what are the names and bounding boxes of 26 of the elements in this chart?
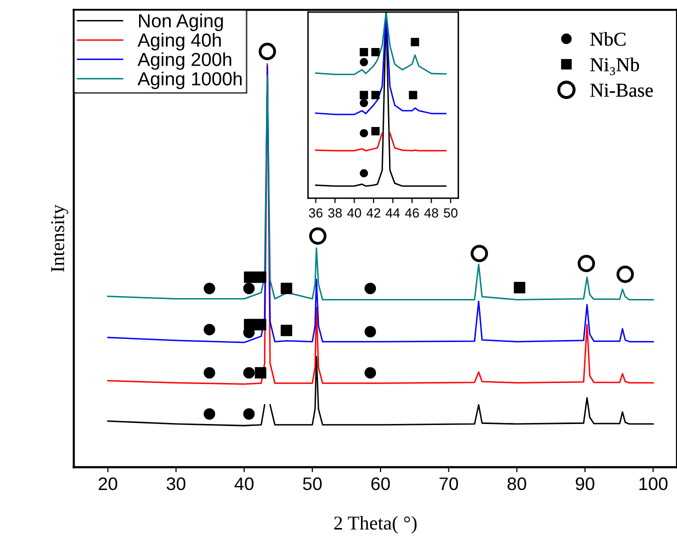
x-tick-label: 80 (508, 477, 526, 490)
x-axis-title: 2 Theta( °) (334, 516, 417, 534)
x-tick-label: 38 (328, 208, 342, 218)
x-tick-label: 30 (166, 477, 186, 490)
x-tick-label: 44 (386, 208, 400, 218)
x-tick-label: 90 (576, 477, 594, 490)
legend-label: Aging 200h (138, 52, 232, 70)
x-tick-label: 70 (440, 477, 458, 490)
x-tick-label: 36 (308, 208, 322, 218)
x-tick-label: 40 (347, 208, 362, 218)
x-tick-label: 46 (405, 208, 419, 218)
x-tick-label: 40 (234, 477, 254, 490)
legend-label: Non Aging (139, 14, 223, 32)
x-tick-label: 20 (98, 477, 118, 490)
x-tick-label: 50 (303, 477, 322, 490)
x-tick-label: 60 (371, 477, 390, 490)
x-tick-label: 100 (639, 477, 668, 490)
x-tick-label: 48 (424, 208, 438, 218)
legend-label: NbC (590, 32, 626, 46)
x-tick-label: 50 (444, 208, 458, 218)
x-tick-label: 42 (366, 208, 380, 218)
y-axis-title: Intensity (51, 204, 68, 272)
legend-label: Ni-Base (590, 84, 653, 97)
legend-label: Aging 1000h (138, 72, 242, 90)
legend-label: Ni₃Nb (590, 58, 639, 76)
legend-label: Aging 40h (138, 32, 221, 50)
